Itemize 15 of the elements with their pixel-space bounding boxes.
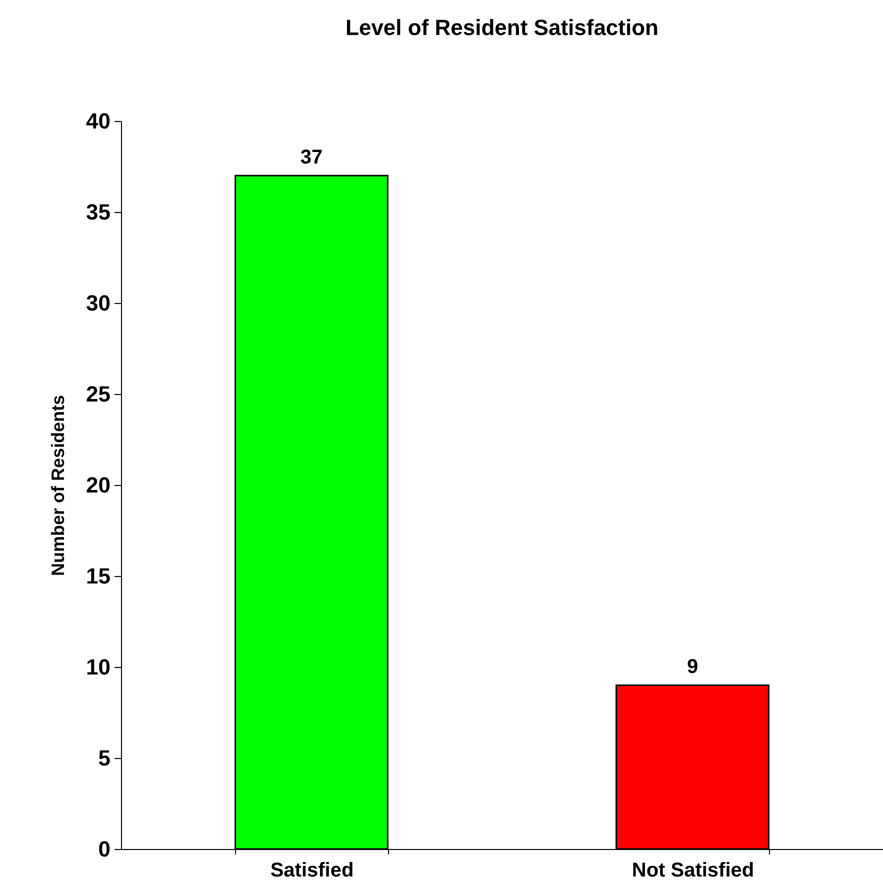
y-tick-label: 40 (86, 108, 110, 134)
x-tick-label: Satisfied (270, 860, 354, 882)
y-axis-title: Number of Residents (48, 394, 68, 576)
chart-title: Level of Resident Satisfaction (346, 15, 658, 40)
x-tick-label: Not Satisfied (632, 860, 754, 882)
y-tick-label: 20 (86, 472, 110, 498)
y-tick-label: 35 (86, 200, 110, 224)
y-tick-label: 0 (98, 836, 110, 862)
y-tick-label: 30 (86, 290, 110, 316)
y-tick-label: 10 (86, 654, 110, 680)
data-label: 9 (686, 656, 698, 678)
data-label: 37 (300, 146, 323, 169)
y-tick-label: 5 (98, 746, 110, 770)
y-tick-label: 15 (86, 564, 110, 588)
y-tick-label: 25 (86, 382, 110, 406)
